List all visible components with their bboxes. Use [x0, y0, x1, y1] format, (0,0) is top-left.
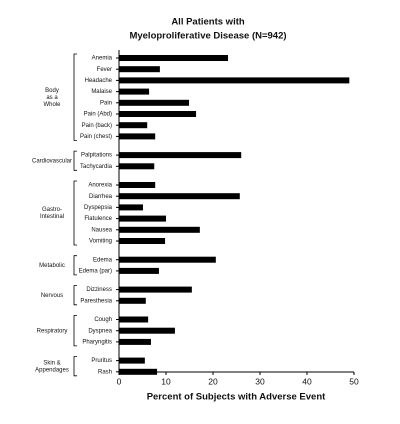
- category-label: Nausea: [91, 227, 112, 233]
- group-label: Intestinal: [40, 214, 64, 220]
- category-label: Headache: [85, 78, 113, 84]
- category-label: Palpitations: [81, 153, 112, 159]
- group-label: Respiratory: [37, 328, 68, 334]
- category-label: Paresthesia: [80, 298, 112, 304]
- chart-title: All Patients with: [171, 17, 245, 28]
- group-bracket: [73, 285, 77, 306]
- bar: [119, 55, 229, 61]
- category-label: Edema: [93, 257, 113, 263]
- bar: [119, 88, 150, 95]
- category-label: Pain (Abd): [84, 112, 112, 118]
- x-axis-label: Percent of Subjects with Adverse Event: [147, 392, 326, 403]
- category-label: Dyspnea: [88, 328, 112, 334]
- bar: [119, 163, 155, 170]
- bar: [119, 215, 166, 222]
- bar: [119, 256, 216, 263]
- category-label: Vomiting: [89, 239, 112, 245]
- bar: [119, 368, 158, 375]
- x-tick-label: 30: [255, 376, 265, 386]
- group-label: Gastro-: [42, 207, 62, 213]
- group-bracket: [73, 150, 77, 171]
- bar: [119, 152, 242, 159]
- bar: [119, 204, 143, 211]
- x-tick-label: 50: [349, 376, 359, 386]
- bar: [119, 66, 160, 73]
- category-label: Flatulence: [84, 216, 112, 222]
- group-label: Appendages: [35, 367, 69, 373]
- category-label: Pain (back): [82, 123, 112, 129]
- bar: [119, 111, 197, 117]
- bar: [119, 316, 149, 323]
- group-label: Body: [45, 88, 59, 94]
- bar: [119, 99, 190, 106]
- bar: [119, 286, 192, 293]
- group-label: Metabolic: [39, 263, 65, 269]
- category-label: Tachycardia: [80, 164, 113, 170]
- category-label: Diarrhea: [89, 194, 113, 200]
- category-label: Dizziness: [86, 287, 112, 293]
- bar: [119, 357, 145, 364]
- category-label: Pain: [100, 100, 112, 106]
- bar: [119, 338, 151, 345]
- bar: [119, 297, 146, 304]
- category-label: Fever: [97, 67, 112, 73]
- group-label: Cardiovascular: [32, 158, 72, 164]
- category-label: Anorexia: [88, 183, 112, 189]
- category-label: Edema (par): [79, 268, 112, 274]
- category-label: Dyspepsia: [84, 205, 113, 211]
- category-label: Malaise: [91, 89, 112, 95]
- x-tick-label: 40: [302, 376, 312, 386]
- chart-title: Myeloproliferative Disease (N=942): [129, 31, 286, 42]
- bar: [119, 238, 166, 244]
- category-label: Pruritus: [91, 358, 112, 364]
- bar: [119, 226, 200, 233]
- group-bracket: [73, 53, 77, 141]
- x-tick-label: 10: [161, 376, 171, 386]
- x-tick-label: 0: [117, 376, 122, 386]
- group-bracket: [73, 315, 77, 347]
- bar: [119, 193, 240, 200]
- group-label: as a: [46, 95, 58, 101]
- group-bracket: [73, 180, 77, 246]
- group-label: Whole: [43, 102, 61, 108]
- category-label: Anemia: [92, 56, 113, 62]
- category-label: Pharyngitis: [82, 339, 112, 345]
- bar: [119, 182, 156, 188]
- x-tick-label: 20: [208, 376, 218, 386]
- bar: [119, 327, 175, 334]
- bar: [119, 267, 159, 274]
- bar: [119, 122, 148, 129]
- category-label: Pain (chest): [80, 134, 112, 140]
- category-label: Cough: [94, 317, 112, 323]
- bar: [119, 77, 350, 84]
- group-label: Nervous: [41, 293, 63, 299]
- bar: [119, 133, 156, 140]
- group-bracket: [73, 255, 77, 276]
- group-bracket: [73, 356, 77, 377]
- group-label: Skin &: [43, 360, 60, 366]
- category-label: Rash: [98, 369, 112, 375]
